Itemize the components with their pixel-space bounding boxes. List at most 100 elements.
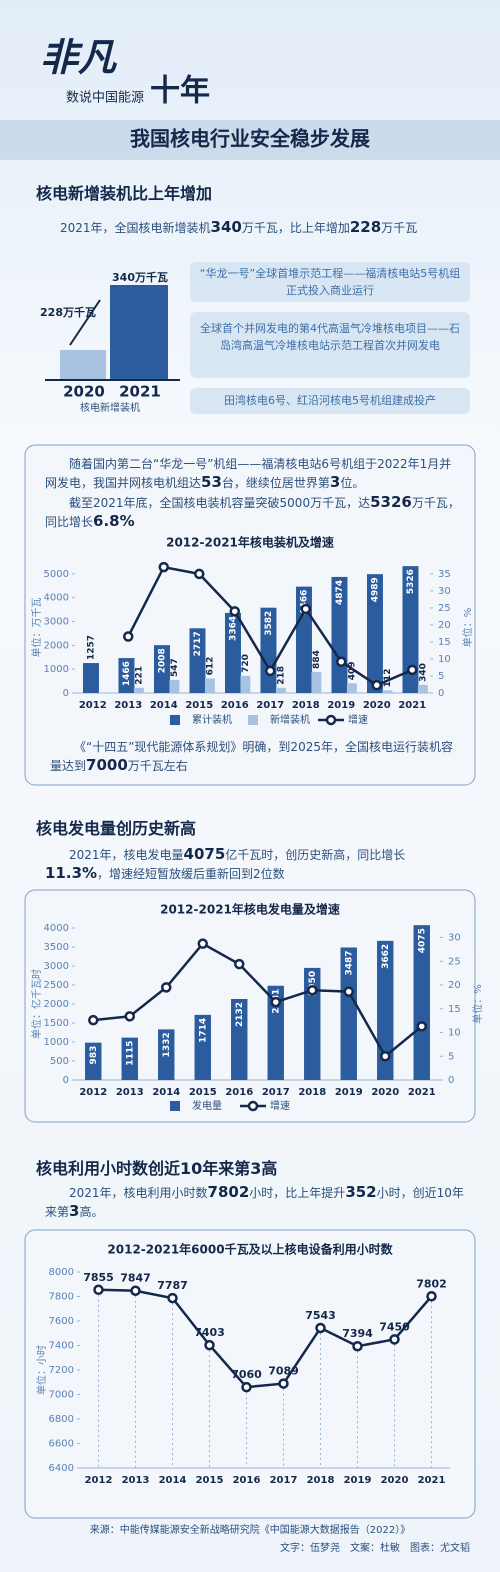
intro: 2021年，核电发电量4075亿千瓦时，创历史新高，同比增长 11.3%，增速经短… [45,845,465,883]
marker [389,1334,400,1345]
panel [24,1229,476,1519]
x-tick-label: 2013 [116,1087,144,1098]
legend-swatch [170,715,180,725]
marker [123,631,134,642]
bar [366,574,383,693]
mini-bar [60,350,106,380]
x-tick-label: 2013 [122,1475,150,1486]
bullet-box [190,312,470,378]
bar [133,687,144,693]
data-label: 1714 [198,1018,208,1043]
data-label: 2008 [157,648,167,673]
y-tick-label: 6800 [49,1414,74,1425]
bar [240,675,251,693]
data-label: 112 [383,669,393,688]
data-label: 1332 [162,1032,172,1057]
bar [85,1042,102,1080]
data-label: 3487 [344,950,354,975]
y2-tick-label: 5 [448,1051,454,1062]
marker [426,1291,437,1302]
data-label: 7855 [83,1271,114,1284]
subtitle: 数说中国能源 [66,91,144,106]
data-label: 547 [170,658,180,677]
marker [270,996,281,1008]
x-tick-label: 2012 [85,1475,113,1486]
x-tick-label: 2016 [221,700,249,711]
x-tick-label: 2017 [270,1475,298,1486]
text: 《“十四五”现代能源体系规划》明确，到2025年，全国核电运行装机容量达到 [50,740,453,773]
x-tick-label: 2015 [185,700,213,711]
data-label: 4874 [335,580,345,605]
y-tick-label: 7200 [49,1365,74,1376]
text: 小时，比上年提升 [249,1186,346,1200]
source: 来源：中能传媒能源安全新战略研究院《中国能源大数据报告（2022）》 [90,1523,410,1536]
y-tick-label: 2000 [44,640,69,651]
legend-swatch [170,1101,180,1111]
data-label: 3364 [228,616,238,641]
bar [413,925,430,1080]
bullet-box [190,388,470,414]
bar [118,658,135,693]
brand: 非凡 [40,36,118,80]
legend-label: 累计装机 [192,713,232,726]
data-label: 7060 [231,1368,262,1381]
marker [130,1285,141,1296]
data-label: 1466 [122,661,132,686]
bar [231,998,248,1080]
y2-tick-label: 30 [438,586,451,597]
line [93,942,423,1059]
bar [340,947,357,1080]
y-tick-label: 1500 [44,1018,69,1029]
data-label: 1115 [125,1041,135,1066]
y-tick-label: 3500 [44,942,69,953]
text: 万千瓦，同比增长 [45,496,460,529]
chart-title: 2012-2021年核电发电量及增速 [160,902,340,917]
data-label: 7543 [305,1309,336,1322]
y-tick-label: 4000 [44,923,69,934]
highlight: 228 [349,218,382,236]
marker [158,561,169,573]
y-tick-label: 1000 [44,664,69,675]
x-tick-label: 2015 [196,1475,224,1486]
bar [402,566,419,693]
bar [267,985,284,1080]
y2-tick-label: 5 [438,671,444,682]
mini-bar [110,285,168,380]
data-label: 7450 [379,1320,410,1333]
y-tick-label: 1000 [44,1037,69,1048]
data-label: 4989 [370,577,380,602]
bullet: 田湾核电6号、红沿河核电5号机组建成投产 [224,394,436,407]
x-tick-label: 2020 [363,700,391,711]
highlight: 6.8% [93,512,135,530]
marker [161,982,172,993]
credits: 文字：伍梦尧 文案：杜敏 图表：尤文韬 [280,1541,470,1554]
marker [197,938,208,949]
marker [234,958,245,970]
highlight: 11.3% [45,864,98,882]
bar [304,967,321,1080]
marker [300,603,311,615]
x-tick-label: 2016 [233,1475,261,1486]
data-label: 7403 [194,1326,225,1339]
bar [346,683,357,693]
x-tick-label: 2018 [292,700,320,711]
y2-tick-label: 0 [448,1075,454,1086]
legend-swatch [325,714,337,726]
highlight: 3 [69,1202,80,1220]
x-tick-label: 2020 [381,1475,409,1486]
highlight: 7802 [207,1183,250,1201]
x-tick-label: 2013 [114,700,142,711]
marker [124,1011,135,1022]
marker [194,568,205,580]
text: 小时，创近10年来第 [45,1186,464,1219]
text: 万千瓦，比上年增加 [241,221,350,235]
mini-label: 228万千瓦 [40,305,96,319]
mini-caption: 核电新增装机 [80,401,140,414]
text: 2021年，全国核电新增装机 [60,221,211,235]
data-label: 409 [347,661,357,680]
x-tick-label: 2014 [159,1475,187,1486]
y2-tick-label: 0 [438,688,444,699]
bar [158,1029,175,1080]
section-heading: 核电利用小时数创近10年来第3高 [36,1159,278,1178]
